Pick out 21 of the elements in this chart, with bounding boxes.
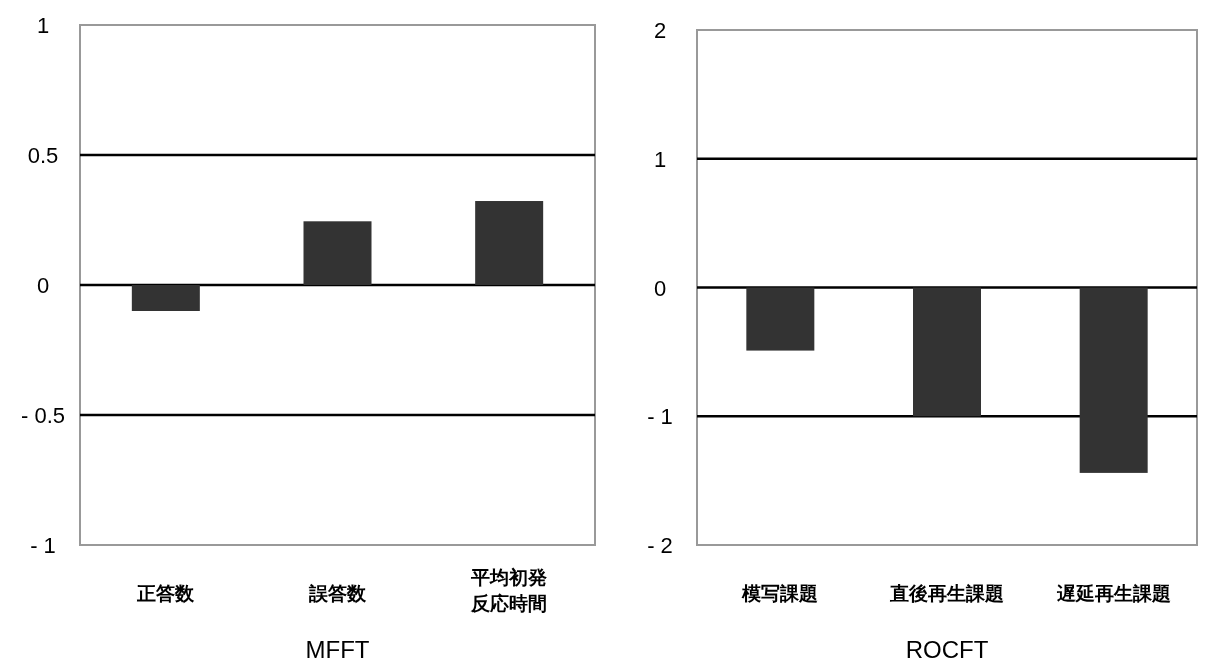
y-tick-label: - 1 (30, 533, 56, 558)
y-tick-label: - 0.5 (20, 403, 66, 428)
bar (131, 285, 200, 311)
y-tick-label: 1 (653, 146, 667, 172)
y-tick-label: 2 (653, 18, 667, 43)
x-tick-label: 直後再生課題 (889, 583, 1004, 604)
y-tick-label: - 2 (647, 533, 673, 558)
x-tick-label: 模写課題 (741, 583, 819, 604)
x-tick-label: 誤答数 (308, 583, 367, 604)
x-axis-title: ROCFT (905, 636, 989, 663)
y-tick-label: 1 (36, 13, 50, 38)
x-tick-label: 正答数 (136, 583, 196, 604)
x-axis-title: MFFT (305, 636, 370, 663)
bar (475, 201, 544, 285)
bar (303, 221, 372, 285)
x-tick-label: 平均初発反応時間 (470, 567, 548, 614)
y-tick-label: 0 (36, 273, 50, 298)
y-tick-label: 0 (653, 275, 667, 301)
x-tick-label: 遅延再生課題 (1055, 583, 1171, 604)
y-tick-label: 0.5 (27, 143, 59, 168)
y-tick-label: - 1 (647, 404, 673, 430)
